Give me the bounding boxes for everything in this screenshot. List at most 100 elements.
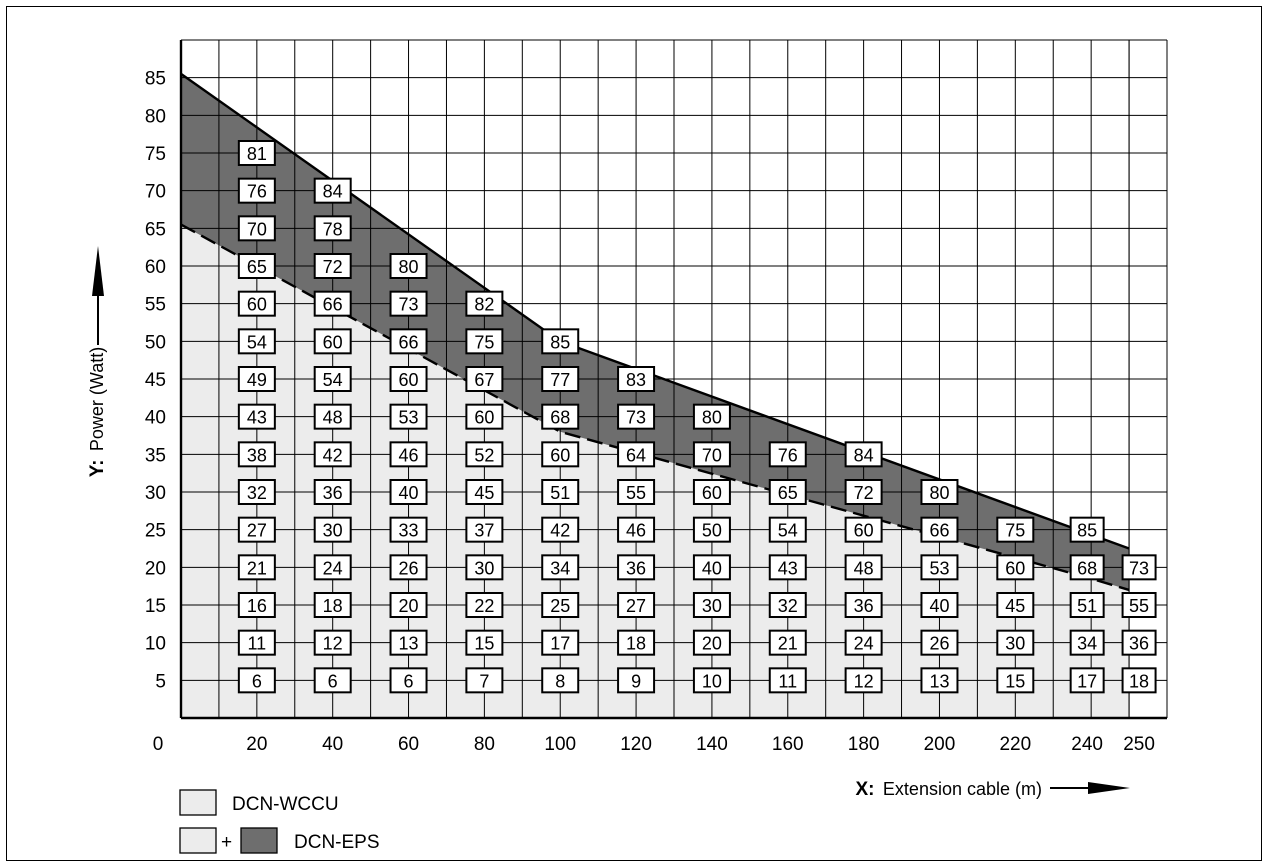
value-box <box>996 629 1035 656</box>
value-label: 54 <box>778 521 798 541</box>
x-tick-label: 40 <box>322 734 343 755</box>
legend-label-eps: DCN-EPS <box>294 832 380 853</box>
value-box <box>541 592 580 618</box>
value-box <box>541 403 580 430</box>
value-box <box>465 667 504 694</box>
value-label: 68 <box>1077 558 1097 578</box>
x-tick-label: 240 <box>1071 734 1103 755</box>
value-box <box>541 554 580 581</box>
value-label: 46 <box>399 445 419 465</box>
value-box <box>1069 592 1105 618</box>
value-label: 24 <box>854 634 874 654</box>
x-tick-label: 220 <box>999 734 1031 755</box>
value-boxes: 6111621273238434954606570768161218243036… <box>237 140 1157 694</box>
value-box <box>768 441 807 468</box>
value-box <box>844 516 883 543</box>
value-box <box>541 479 580 505</box>
legend-plus-symbol: + <box>221 832 232 853</box>
x-tick-label: 140 <box>696 734 728 755</box>
value-label: 18 <box>1129 671 1149 691</box>
value-label: 18 <box>323 596 343 616</box>
value-box <box>389 516 428 543</box>
value-label: 77 <box>550 370 570 390</box>
value-label: 60 <box>854 521 874 541</box>
value-label: 11 <box>778 671 797 691</box>
value-box <box>844 441 883 468</box>
value-box <box>541 328 580 355</box>
value-box <box>237 592 276 618</box>
value-box <box>389 554 428 581</box>
legend-item-wccu: DCN-WCCU <box>179 789 339 816</box>
value-box <box>692 441 731 468</box>
value-box <box>465 554 504 581</box>
value-label: 20 <box>702 634 722 654</box>
y-axis-prefix: Y: <box>87 460 108 478</box>
value-box <box>389 403 428 430</box>
value-label: 66 <box>323 295 343 315</box>
y-tick-label: 5 <box>155 671 166 692</box>
value-box <box>313 479 352 505</box>
value-box <box>1121 629 1157 656</box>
value-label: 32 <box>778 596 798 616</box>
y-tick-label: 40 <box>145 408 166 429</box>
value-label: 6 <box>252 671 262 691</box>
value-label: 22 <box>474 596 494 616</box>
y-tick-label: 80 <box>145 106 166 127</box>
value-label: 55 <box>1129 596 1149 616</box>
value-box <box>617 592 656 618</box>
value-box <box>1121 667 1157 694</box>
value-box <box>844 592 883 618</box>
value-box <box>617 479 656 505</box>
value-box <box>313 441 352 468</box>
value-box <box>465 290 504 317</box>
value-label: 75 <box>474 332 494 352</box>
value-label: 7 <box>479 671 489 691</box>
value-box <box>313 215 352 242</box>
x-tick-label: 100 <box>544 734 576 755</box>
value-label: 25 <box>550 596 570 616</box>
value-label: 18 <box>626 634 646 654</box>
value-label: 36 <box>1129 634 1149 654</box>
value-label: 15 <box>1005 671 1025 691</box>
value-label: 10 <box>702 671 722 691</box>
value-label: 15 <box>474 634 494 654</box>
value-label: 50 <box>702 521 722 541</box>
value-box <box>768 554 807 581</box>
value-box <box>920 592 959 618</box>
value-box <box>465 592 504 618</box>
value-label: 6 <box>404 671 414 691</box>
x-axis-label: Extension cable (m) <box>883 779 1042 799</box>
value-label: 30 <box>702 596 722 616</box>
value-box <box>541 667 580 694</box>
value-label: 40 <box>399 483 419 503</box>
value-label: 26 <box>929 634 949 654</box>
value-box <box>237 215 276 242</box>
value-box <box>996 516 1035 543</box>
value-box <box>617 516 656 543</box>
value-box <box>389 479 428 505</box>
value-label: 60 <box>550 445 570 465</box>
value-box <box>313 592 352 618</box>
axes <box>179 40 1167 720</box>
value-box <box>389 253 428 279</box>
value-box <box>920 479 959 505</box>
value-label: 36 <box>626 558 646 578</box>
value-box <box>237 140 276 166</box>
value-label: 21 <box>247 558 267 578</box>
y-tick-label: 10 <box>145 634 166 655</box>
x-tick-label: 80 <box>474 734 495 755</box>
value-box <box>313 629 352 656</box>
value-box <box>313 667 352 694</box>
value-box <box>617 366 656 392</box>
value-label: 49 <box>247 370 267 390</box>
value-label: 16 <box>247 596 267 616</box>
value-box <box>237 253 276 279</box>
value-label: 30 <box>474 558 494 578</box>
value-box <box>1121 554 1157 581</box>
value-box <box>617 667 656 694</box>
value-box <box>692 479 731 505</box>
value-label: 34 <box>550 558 570 578</box>
value-label: 82 <box>474 295 494 315</box>
value-label: 38 <box>247 445 267 465</box>
